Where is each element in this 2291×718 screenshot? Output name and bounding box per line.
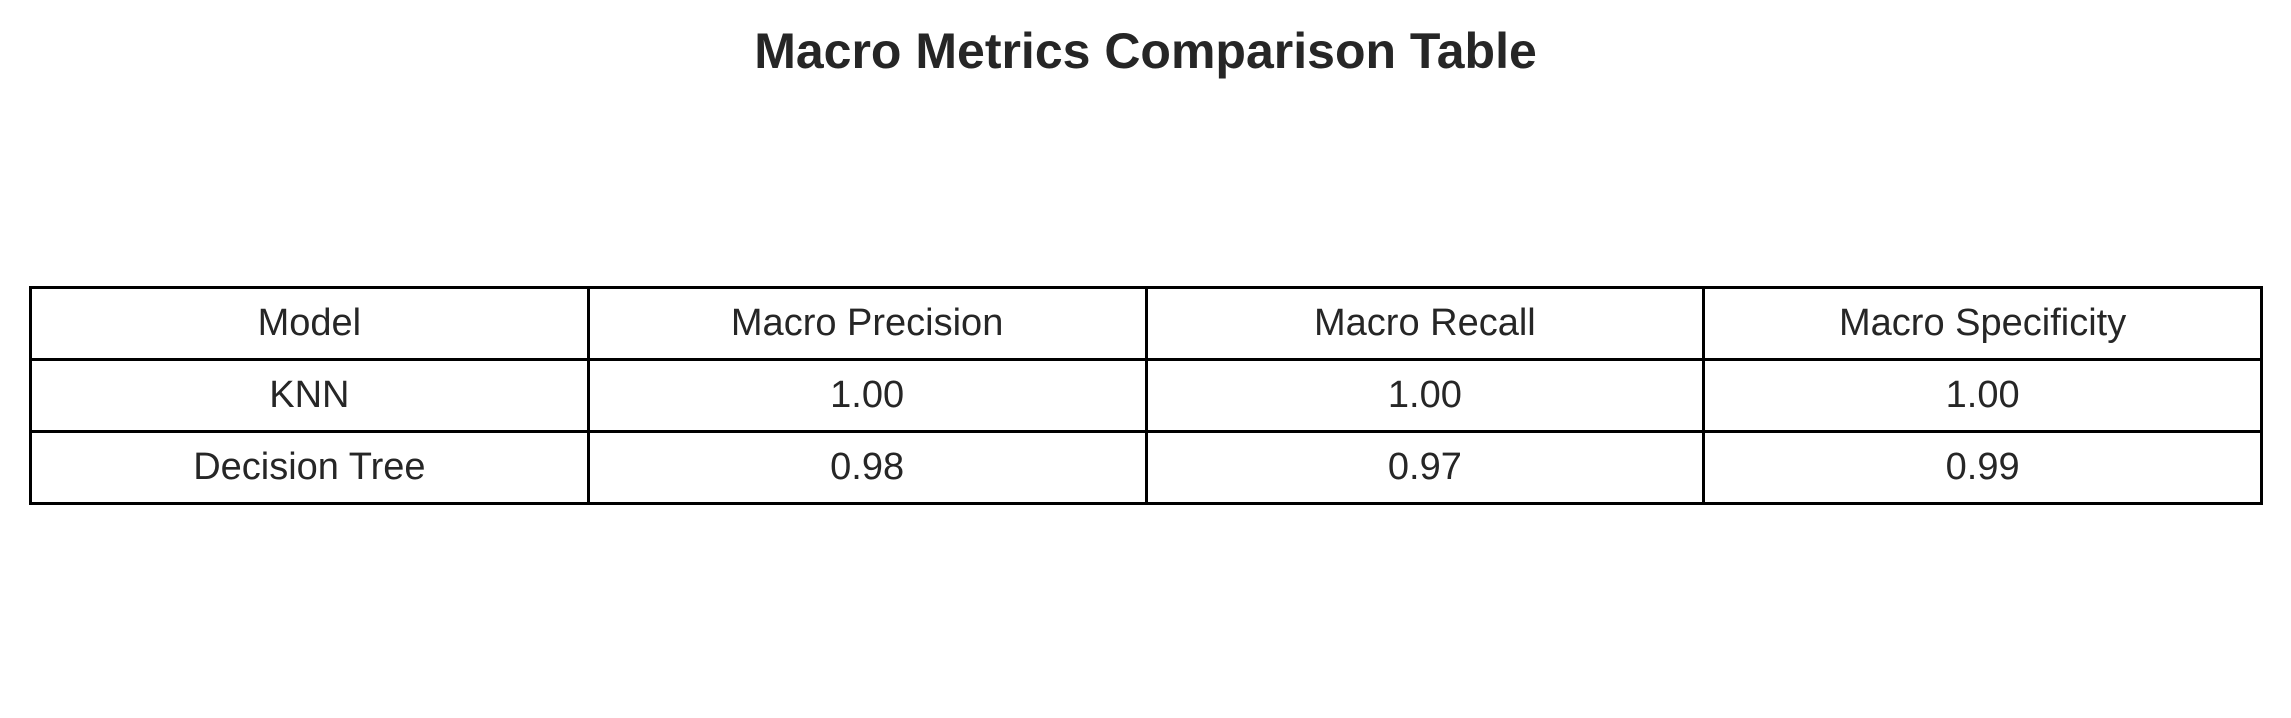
metrics-table: Model Macro Precision Macro Recall Macro… bbox=[29, 286, 2263, 505]
cell-macro-recall: 0.97 bbox=[1144, 430, 1706, 505]
cell-macro-specificity: 1.00 bbox=[1702, 358, 2263, 433]
cell-macro-precision: 1.00 bbox=[586, 358, 1148, 433]
table-row: Decision Tree 0.98 0.97 0.99 bbox=[29, 430, 2263, 505]
cell-macro-precision: 0.98 bbox=[586, 430, 1148, 505]
column-header-macro-specificity: Macro Specificity bbox=[1702, 286, 2263, 361]
chart-title: Macro Metrics Comparison Table bbox=[754, 23, 1537, 79]
cell-macro-recall: 1.00 bbox=[1144, 358, 1706, 433]
column-header-model: Model bbox=[29, 286, 590, 361]
cell-macro-specificity: 0.99 bbox=[1702, 430, 2263, 505]
column-header-macro-precision: Macro Precision bbox=[586, 286, 1148, 361]
table-header-row: Model Macro Precision Macro Recall Macro… bbox=[29, 286, 2263, 361]
table-row: KNN 1.00 1.00 1.00 bbox=[29, 358, 2263, 433]
column-header-macro-recall: Macro Recall bbox=[1144, 286, 1706, 361]
cell-model: Decision Tree bbox=[29, 430, 590, 505]
cell-model: KNN bbox=[29, 358, 590, 433]
